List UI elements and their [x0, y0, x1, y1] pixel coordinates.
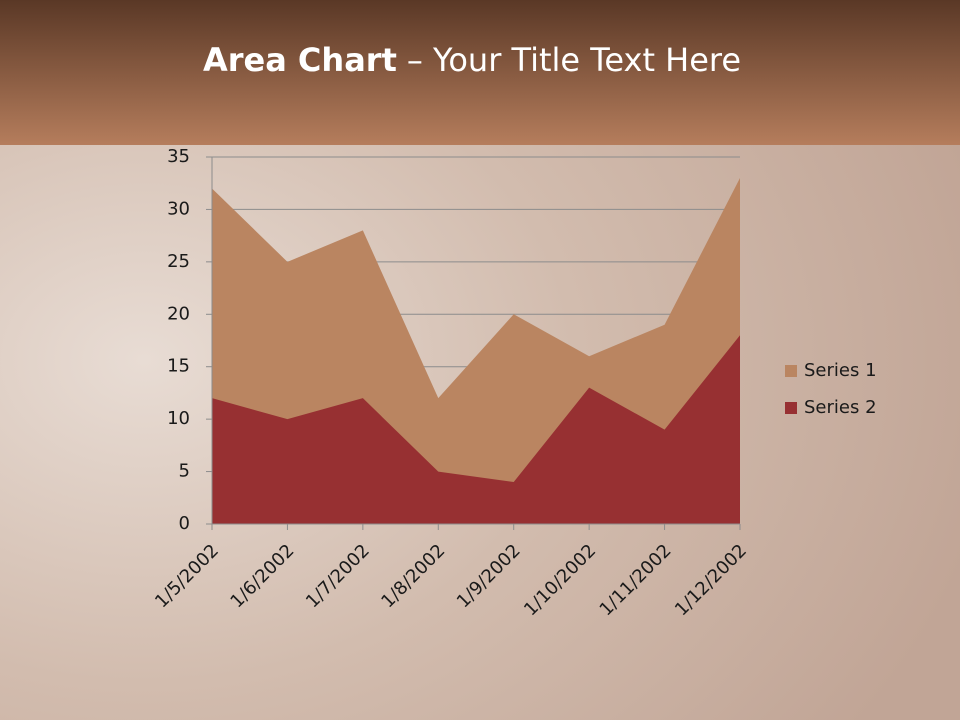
area [212, 335, 740, 524]
legend-label: Series 2 [804, 397, 877, 418]
legend-label: Series 1 [804, 360, 877, 381]
y-tick-label: 30 [167, 198, 190, 219]
header-band [0, 0, 960, 145]
y-tick-label: 5 [179, 461, 190, 482]
legend-swatch [785, 402, 797, 414]
slide-title: Area Chart – Your Title Text Here [203, 41, 741, 79]
y-tick-label: 15 [167, 356, 190, 377]
title-rest: – Your Title Text Here [407, 41, 741, 79]
y-tick-label: 25 [167, 251, 190, 272]
title-bold: Area Chart [203, 41, 397, 79]
y-tick-label: 10 [167, 408, 190, 429]
y-tick-label: 0 [179, 513, 190, 534]
y-tick-label: 20 [167, 303, 190, 324]
y-tick-label: 35 [167, 146, 190, 167]
legend-swatch [785, 365, 797, 377]
